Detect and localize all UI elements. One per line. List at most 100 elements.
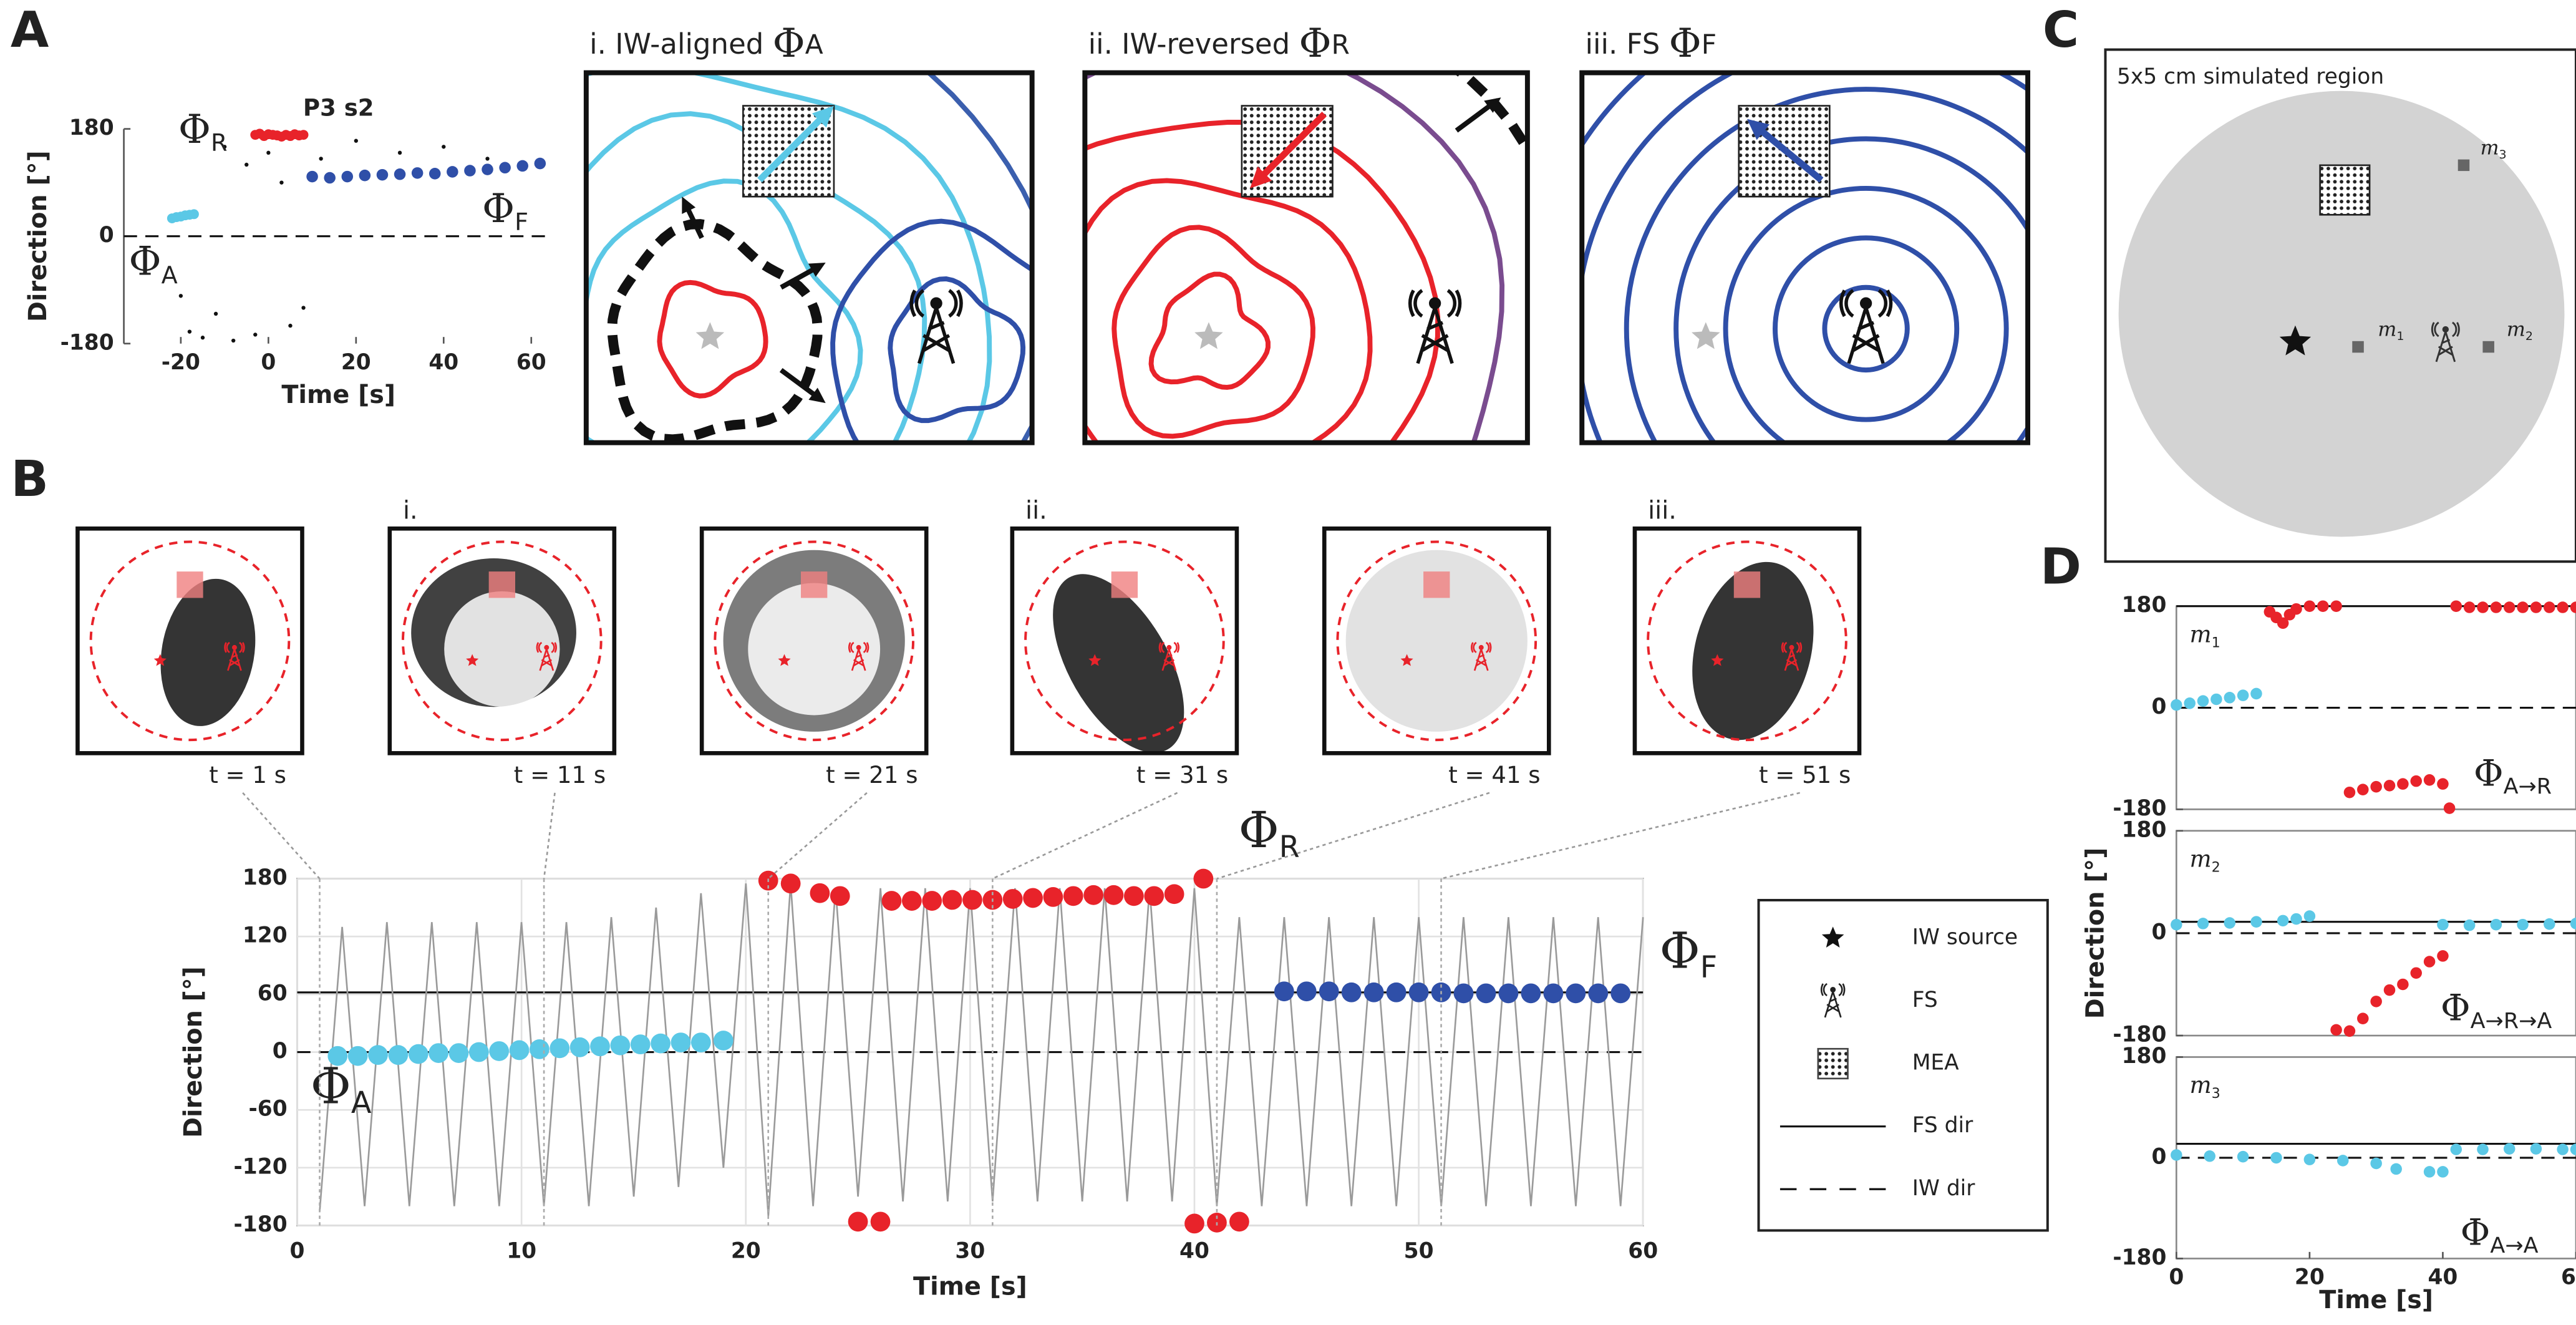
data-point — [2557, 1143, 2569, 1155]
snapshot-fs — [848, 641, 869, 671]
data-point — [1193, 868, 1214, 889]
data-point — [2397, 978, 2409, 991]
data-point — [1588, 983, 1609, 1004]
data-point — [482, 163, 493, 175]
snapshot-source — [1400, 654, 1413, 666]
data-point — [2463, 601, 2476, 613]
annotation: ΦF — [482, 185, 528, 235]
annotation-symbol: Φ — [2474, 752, 2504, 794]
tower-wave — [1473, 641, 1490, 653]
tower-wave — [848, 642, 869, 653]
snapshot-time: t = 21 s — [826, 762, 918, 789]
data-point — [2224, 691, 2236, 704]
tower-wave — [1413, 289, 1457, 318]
tower-body — [227, 649, 242, 671]
data-point — [200, 336, 205, 340]
annotation: ΦA — [311, 1057, 372, 1120]
data-point — [2370, 1157, 2382, 1170]
data-point — [1566, 983, 1586, 1004]
direction-arrow-head — [811, 105, 834, 128]
tower-top — [856, 644, 861, 650]
data-point — [2443, 802, 2456, 814]
snapshot-boundary — [89, 540, 291, 742]
snapshot-time: t = 31 s — [1136, 762, 1228, 789]
chart-label-symbol: m — [2190, 845, 2212, 872]
wave-arrow — [779, 367, 819, 399]
annotation-symbol: Φ — [2441, 986, 2471, 1029]
data-point — [2477, 1143, 2489, 1155]
marker-label: m3 — [2480, 137, 2506, 162]
data-point — [1453, 983, 1474, 1004]
snapshot-wave-core — [444, 591, 560, 707]
annotation: ΦA→R — [2474, 752, 2552, 798]
legend-label: MEA — [1912, 1051, 1959, 1075]
data-point — [550, 1038, 570, 1059]
data-point — [2423, 1166, 2436, 1178]
contour — [1723, 186, 2009, 443]
snapshot-fs — [1781, 641, 1803, 671]
tower-wave — [1820, 983, 1846, 996]
contour — [1773, 235, 1960, 422]
data-point — [569, 1037, 590, 1057]
panel-label: D — [2040, 537, 2081, 595]
data-point — [2530, 601, 2542, 613]
data-point — [1498, 983, 1519, 1004]
snapshot-fs — [536, 641, 557, 671]
legend-label: FS — [1912, 988, 1938, 1012]
tower-wave — [224, 642, 245, 653]
data-point — [2171, 918, 2182, 931]
annotation-symbol: Φ — [311, 1057, 351, 1115]
diagram-frame — [583, 70, 1035, 445]
snapshot-boundary — [1024, 540, 1225, 742]
annotation-subscript: A — [351, 1086, 372, 1120]
contour — [888, 276, 1026, 424]
data-point — [830, 886, 850, 906]
wave-arrow-head — [1484, 97, 1501, 113]
data-point — [2423, 774, 2436, 786]
x-tick-label: 20 — [731, 1238, 761, 1263]
tower-wave — [850, 641, 868, 653]
chart-label-subscript: 1 — [2212, 634, 2220, 651]
x-tick-label: 0 — [2169, 1265, 2184, 1290]
data-point — [2197, 918, 2209, 929]
tower-wave — [2434, 321, 2457, 337]
annotation-symbol: Φ — [482, 185, 515, 231]
tower-top — [2442, 326, 2449, 333]
data-point — [2544, 918, 2555, 930]
data-point — [1341, 982, 1362, 1002]
data-point — [2477, 601, 2489, 613]
data-point — [1319, 981, 1339, 1002]
annotation-subscript: F — [1700, 951, 1717, 985]
data-point — [2250, 687, 2262, 700]
data-point — [2210, 693, 2222, 706]
tower-body — [1473, 649, 1489, 671]
legend-symbol — [1820, 983, 1846, 1018]
tower-wave — [536, 642, 557, 653]
diagram-title: iii. FS ΦF — [1586, 20, 1717, 66]
data-point — [651, 1033, 671, 1054]
snapshot-header: i. — [403, 496, 418, 525]
data-point — [301, 306, 306, 310]
data-point — [2437, 950, 2449, 962]
data-point — [2237, 689, 2249, 701]
chart-label: m3 — [2190, 1072, 2220, 1102]
contour — [586, 111, 927, 443]
data-point — [2197, 695, 2209, 707]
data-point — [2250, 916, 2262, 928]
data-point — [2303, 910, 2316, 922]
direction-arrow — [1257, 112, 1327, 181]
data-point — [2383, 984, 2396, 996]
snapshot-source — [1711, 654, 1724, 666]
diagram-title: i. IW-aligned ΦA — [589, 20, 823, 66]
data-point — [298, 130, 309, 140]
direction-arrow — [1755, 125, 1824, 183]
snapshot-connector — [1441, 792, 1801, 880]
tower-icon — [909, 289, 963, 364]
recording-site — [2352, 341, 2364, 353]
data-point — [408, 1044, 429, 1064]
data-point — [2277, 617, 2289, 629]
x-axis-label: Time [s] — [281, 381, 395, 409]
marker-label-symbol: m — [2480, 137, 2499, 159]
data-point — [962, 890, 982, 910]
